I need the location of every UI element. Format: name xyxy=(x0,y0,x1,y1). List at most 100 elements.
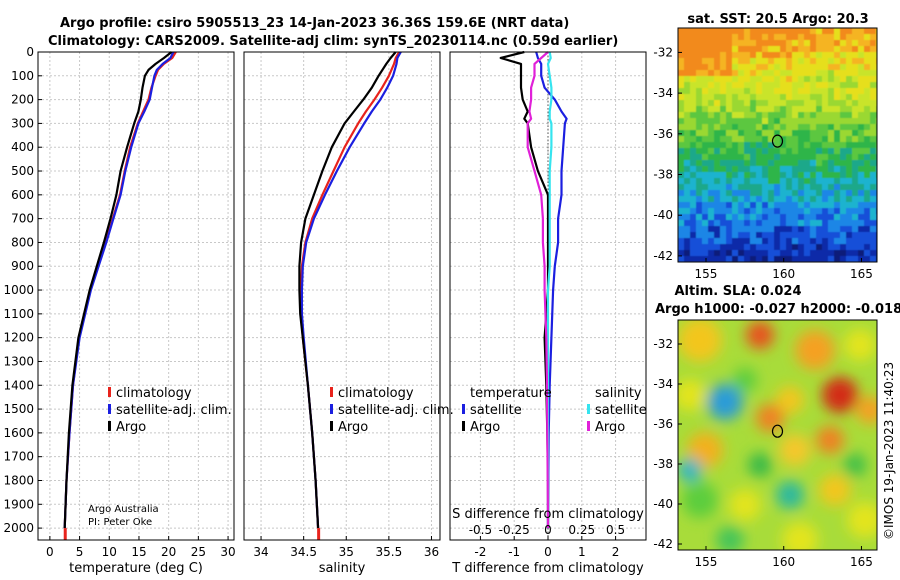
legend-label: satellite xyxy=(470,403,522,418)
salinity-series xyxy=(298,51,402,541)
sst-cell xyxy=(684,34,690,40)
sst-cell xyxy=(726,214,732,220)
sst-cell xyxy=(816,202,822,208)
sst-cell xyxy=(840,130,846,136)
map-x-tick-label: 160 xyxy=(772,555,795,569)
sst-cell xyxy=(690,118,696,124)
sst-cell xyxy=(768,82,774,88)
x-tick-label: 35.5 xyxy=(376,545,403,559)
sst-cell xyxy=(804,58,810,64)
sst-cell xyxy=(780,124,786,130)
sst-cell xyxy=(756,52,762,58)
sst-cell xyxy=(678,178,684,184)
sst-cell xyxy=(738,130,744,136)
sst-cell xyxy=(828,94,834,100)
sst-cell xyxy=(714,214,720,220)
sst-cell xyxy=(858,106,864,112)
difference-frame xyxy=(449,51,647,541)
sst-cell xyxy=(774,94,780,100)
sst-cell xyxy=(786,106,792,112)
sla-blob xyxy=(733,368,757,392)
x-tick-label: 0 xyxy=(46,545,54,559)
sst-cell xyxy=(708,130,714,136)
sst-cell xyxy=(840,208,846,214)
sst-cell xyxy=(774,64,780,70)
sst-cell xyxy=(858,178,864,184)
sst-cell xyxy=(726,100,732,106)
sst-cell xyxy=(822,208,828,214)
sst-cell xyxy=(678,250,684,256)
sst-cell xyxy=(834,136,840,142)
sst-cell xyxy=(744,58,750,64)
sla-blob xyxy=(716,526,744,550)
sst-cell xyxy=(822,238,828,244)
sst-cell xyxy=(774,142,780,148)
sst-cell xyxy=(786,58,792,64)
sst-cell xyxy=(870,172,876,178)
sst-cell xyxy=(708,154,714,160)
salinity-panel: 34 34.5 35 35.5 36 salinity climatology satel… xyxy=(243,51,454,576)
sst-cell xyxy=(738,118,744,124)
sla-blob xyxy=(816,426,844,454)
sst-cell xyxy=(738,148,744,154)
sst-cell xyxy=(864,70,870,76)
salinity-legend: climatology satellite-adj. clim. Argo xyxy=(330,386,454,435)
sst-cell xyxy=(756,88,762,94)
map-y-tick-label: -34 xyxy=(653,86,673,100)
series-line-salinity-satellite xyxy=(546,51,553,529)
sst-cell xyxy=(696,64,702,70)
sla-blob xyxy=(819,474,851,506)
sst-map-frame xyxy=(677,27,878,263)
sst-cell xyxy=(750,58,756,64)
sst-cell xyxy=(810,178,816,184)
sst-cell xyxy=(798,70,804,76)
temperature-x-ticks: 0 5 10 15 20 25 30 xyxy=(46,536,236,559)
temperature-panel: 0100200300400500600700800900100011001200… xyxy=(3,45,235,576)
sst-cell xyxy=(786,166,792,172)
sst-cell xyxy=(702,214,708,220)
sst-cell xyxy=(768,214,774,220)
sst-cell xyxy=(684,208,690,214)
sst-cell xyxy=(702,190,708,196)
sst-cell xyxy=(756,118,762,124)
sst-cell xyxy=(786,196,792,202)
sst-cell xyxy=(858,142,864,148)
sst-cell xyxy=(702,202,708,208)
sst-cell xyxy=(690,184,696,190)
sst-cell xyxy=(858,70,864,76)
difference-x-ticks: -2 -1 0 1 2 xyxy=(474,536,619,559)
sst-cell xyxy=(702,160,708,166)
sst-cell xyxy=(708,196,714,202)
sst-cell xyxy=(858,148,864,154)
sst-cell xyxy=(684,172,690,178)
sla-blob xyxy=(729,489,761,521)
sst-cell xyxy=(858,34,864,40)
sst-cell xyxy=(714,178,720,184)
sst-cell xyxy=(810,250,816,256)
y-tick-label: 1800 xyxy=(3,473,34,487)
sst-cell xyxy=(732,190,738,196)
sst-cell xyxy=(696,40,702,46)
x-tick-label: 15 xyxy=(131,545,146,559)
sst-cell xyxy=(696,76,702,82)
sst-cell xyxy=(744,118,750,124)
sst-cell xyxy=(870,64,876,70)
sst-cell xyxy=(834,100,840,106)
sst-cell xyxy=(690,112,696,118)
sst-cell xyxy=(684,214,690,220)
sst-cell xyxy=(732,28,738,34)
legend-label: satellite-adj. clim. xyxy=(116,403,232,418)
sst-cell xyxy=(696,112,702,118)
sst-cell xyxy=(816,40,822,46)
y-tick-label: 1300 xyxy=(3,354,34,368)
sst-cell xyxy=(684,244,690,250)
sst-cell xyxy=(774,244,780,250)
sst-cell xyxy=(726,28,732,34)
sst-cell xyxy=(690,244,696,250)
sst-cell xyxy=(798,40,804,46)
sst-cell xyxy=(708,94,714,100)
sst-cell xyxy=(756,184,762,190)
sst-cell xyxy=(702,112,708,118)
sst-cell xyxy=(774,118,780,124)
sst-cell xyxy=(852,100,858,106)
